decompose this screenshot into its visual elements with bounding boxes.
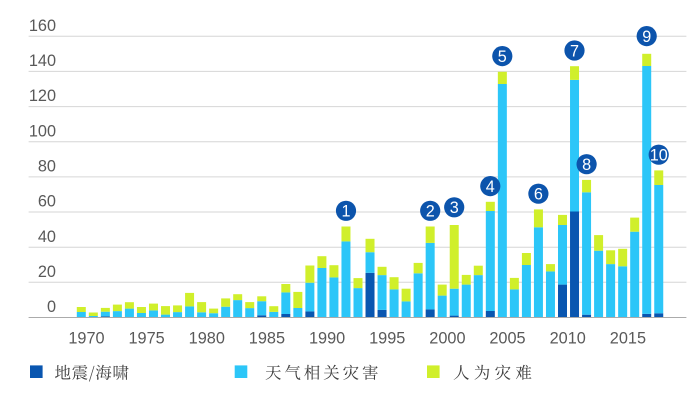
svg-text:1980: 1980 <box>189 330 225 348</box>
svg-text:60: 60 <box>38 193 56 211</box>
svg-text:5: 5 <box>498 48 507 66</box>
svg-text:2: 2 <box>426 203 435 221</box>
svg-text:120: 120 <box>29 87 56 105</box>
svg-text:1970: 1970 <box>68 330 104 348</box>
svg-text:1975: 1975 <box>128 330 164 348</box>
svg-text:2005: 2005 <box>489 330 525 348</box>
svg-text:2000: 2000 <box>429 330 465 348</box>
svg-text:3: 3 <box>450 199 459 217</box>
svg-text:4: 4 <box>486 178 495 196</box>
svg-text:2010: 2010 <box>550 330 586 348</box>
svg-text:140: 140 <box>29 52 56 70</box>
svg-text:9: 9 <box>642 28 651 46</box>
svg-text:1995: 1995 <box>369 330 405 348</box>
svg-text:2015: 2015 <box>610 330 646 348</box>
svg-text:6: 6 <box>534 186 543 204</box>
svg-text:8: 8 <box>582 156 591 174</box>
svg-text:100: 100 <box>29 122 56 140</box>
svg-text:0: 0 <box>47 298 56 316</box>
svg-text:1990: 1990 <box>309 330 345 348</box>
svg-text:80: 80 <box>38 158 56 176</box>
svg-text:40: 40 <box>38 228 56 246</box>
svg-text:1: 1 <box>341 203 350 221</box>
svg-text:10: 10 <box>650 147 668 165</box>
svg-text:1985: 1985 <box>249 330 285 348</box>
svg-text:160: 160 <box>29 17 56 35</box>
svg-text:7: 7 <box>570 42 579 60</box>
svg-text:20: 20 <box>38 263 56 281</box>
